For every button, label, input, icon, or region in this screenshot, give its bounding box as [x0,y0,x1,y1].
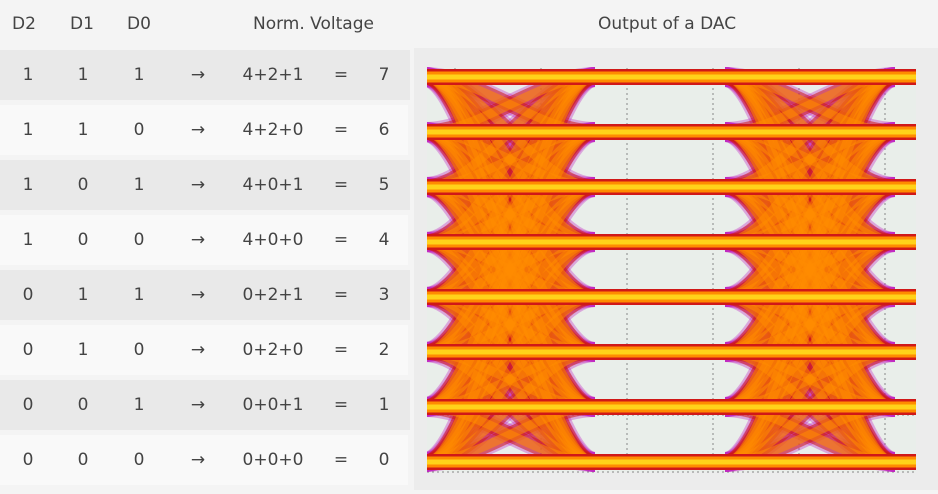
plot-margin [414,48,938,66]
equals-cell: = [333,175,349,195]
header-output: Output of a DAC [598,14,737,34]
d0-cell: 1 [133,65,145,85]
arrow-cell: → [190,395,206,415]
expression-cell: 0+0+1 [242,395,304,415]
table-row: 0 0 1 → 0+0+1 = 1 [0,380,410,430]
table-row: 0 1 1 → 0+2+1 = 3 [0,270,410,320]
expression-cell: 4+2+1 [242,65,304,85]
table-row: 0 0 0 → 0+0+0 = 0 [0,435,408,485]
d1-cell: 0 [77,450,89,470]
equals-cell: = [333,395,349,415]
d1-cell: 1 [77,65,89,85]
d2-cell: 1 [22,65,34,85]
header-norm-voltage: Norm. Voltage [253,14,374,34]
header-d1: D1 [70,14,94,34]
plot-margin [916,48,938,490]
d1-cell: 1 [77,340,89,360]
d2-cell: 0 [22,340,34,360]
arrow-cell: → [190,65,206,85]
d0-cell: 1 [133,175,145,195]
d2-cell: 1 [22,120,34,140]
arrow-cell: → [190,175,206,195]
d0-cell: 1 [133,395,145,415]
equals-cell: = [333,65,349,85]
equals-cell: = [333,340,349,360]
equals-cell: = [333,285,349,305]
expression-cell: 0+2+1 [242,285,304,305]
value-cell: 4 [378,230,390,250]
value-cell: 0 [378,450,390,470]
table-row: 0 1 0 → 0+2+0 = 2 [0,325,408,375]
table-row: 1 0 1 → 4+0+1 = 5 [0,160,410,210]
arrow-cell: → [190,340,206,360]
value-cell: 3 [378,285,390,305]
d2-cell: 0 [22,285,34,305]
d2-cell: 1 [22,175,34,195]
header-d2: D2 [12,14,36,34]
d0-cell: 0 [133,120,145,140]
d1-cell: 0 [77,175,89,195]
expression-cell: 4+0+1 [242,175,304,195]
plot-margin [414,474,938,494]
d0-cell: 0 [133,450,145,470]
eye-diagram [414,48,938,494]
d2-cell: 1 [22,230,34,250]
d1-cell: 1 [77,285,89,305]
eye-diagram-panel [414,48,938,494]
expression-cell: 0+2+0 [242,340,304,360]
equals-cell: = [333,450,349,470]
plot-margin [414,48,427,490]
expression-cell: 0+0+0 [242,450,304,470]
arrow-cell: → [190,120,206,140]
value-cell: 1 [378,395,390,415]
equals-cell: = [333,120,349,140]
equals-cell: = [333,230,349,250]
d1-cell: 0 [77,395,89,415]
arrow-cell: → [190,450,206,470]
d0-cell: 0 [133,230,145,250]
arrow-cell: → [190,230,206,250]
value-cell: 2 [378,340,390,360]
d2-cell: 0 [22,450,34,470]
table-row: 1 1 0 → 4+2+0 = 6 [0,105,408,155]
value-cell: 5 [378,175,390,195]
table-row: 1 0 0 → 4+0+0 = 4 [0,215,408,265]
value-cell: 7 [378,65,390,85]
expression-cell: 4+2+0 [242,120,304,140]
expression-cell: 4+0+0 [242,230,304,250]
d0-cell: 0 [133,340,145,360]
d1-cell: 1 [77,120,89,140]
arrow-cell: → [190,285,206,305]
d1-cell: 0 [77,230,89,250]
d0-cell: 1 [133,285,145,305]
value-cell: 6 [378,120,390,140]
table-row: 1 1 1 → 4+2+1 = 7 [0,50,410,100]
d2-cell: 0 [22,395,34,415]
header-d0: D0 [127,14,151,34]
